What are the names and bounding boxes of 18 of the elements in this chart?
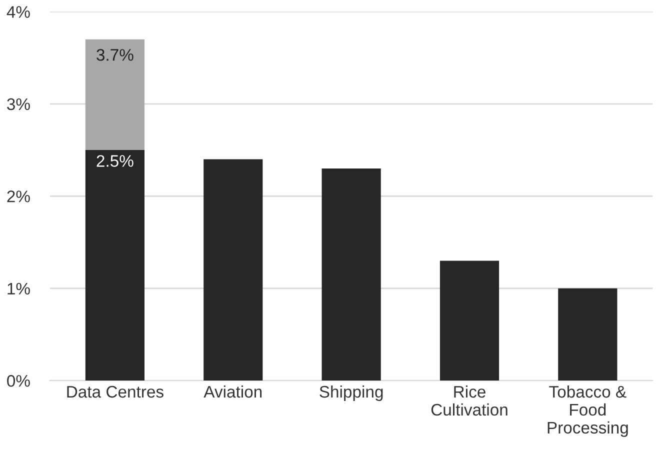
bar [440,260,500,381]
y-tick-label: 4% [6,6,30,18]
x-tick-label: Tobacco & Food Processing [548,385,628,437]
x-tick-label: Aviation [204,385,262,398]
bar [85,150,144,381]
y-tick-label: 3% [7,98,30,110]
y-tick-label: 2% [7,190,30,202]
x-tick-label: Shipping [320,385,383,402]
bar [558,288,618,381]
bar [204,159,263,381]
bar [322,168,381,381]
x-tick-label: Data Centres [67,386,164,398]
data-label: 2.5% [96,155,134,167]
y-tick-label: 1% [8,282,30,295]
bar [85,39,144,150]
x-tick-label: Rice Cultivation [431,385,508,416]
y-tick-label: 0% [7,375,30,387]
total-label: 3.7% [96,49,134,61]
